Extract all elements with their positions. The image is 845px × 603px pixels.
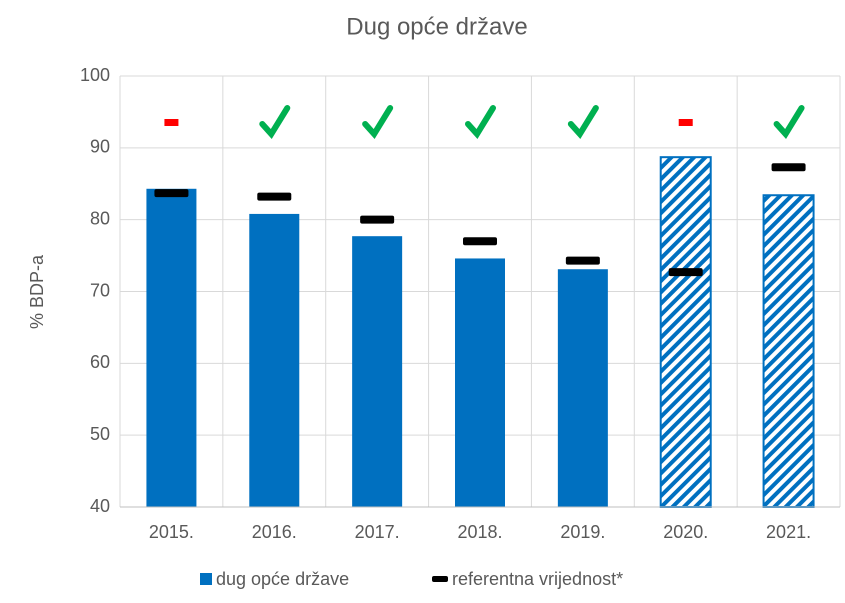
legend-label: referentna vrijednost* [452,569,623,589]
status-check [259,105,291,139]
y-tick-label: 90 [90,137,110,157]
legend-swatch [200,573,212,585]
status-check [362,105,394,139]
status-check [773,105,805,139]
y-tick-label: 60 [90,352,110,372]
y-tick-label: 70 [90,280,110,300]
x-tick-label: 2020. [663,522,708,542]
legend-swatch [432,576,448,582]
y-tick-label: 50 [90,424,110,444]
x-tick-label: 2015. [149,522,194,542]
y-tick-label: 80 [90,208,110,228]
bar [352,236,403,507]
reference-marker [565,256,600,265]
y-tick-label: 100 [80,65,110,85]
status-check [465,105,496,139]
bar [249,213,300,508]
bar [659,156,712,508]
x-tick-label: 2018. [457,522,502,542]
reference-marker [668,268,703,277]
legend-label: dug opće države [216,569,349,589]
bar [455,258,505,507]
x-tick-label: 2017. [355,522,400,542]
bar [557,269,608,507]
reference-marker [463,237,497,246]
x-tick-label: 2019. [560,522,605,542]
reference-marker [771,163,806,172]
y-tick-label: 40 [90,496,110,516]
x-tick-label: 2021. [766,522,811,542]
y-axis-label: % BDP-a [27,254,47,329]
reference-marker [257,192,292,201]
reference-marker [154,189,189,198]
chart-title: Dug opće države [346,13,527,40]
status-minus [164,119,179,126]
x-tick-label: 2016. [252,522,297,542]
status-check [567,105,599,139]
status-minus [678,119,693,126]
bar [146,188,197,508]
bar [762,194,815,508]
reference-marker [360,215,395,224]
